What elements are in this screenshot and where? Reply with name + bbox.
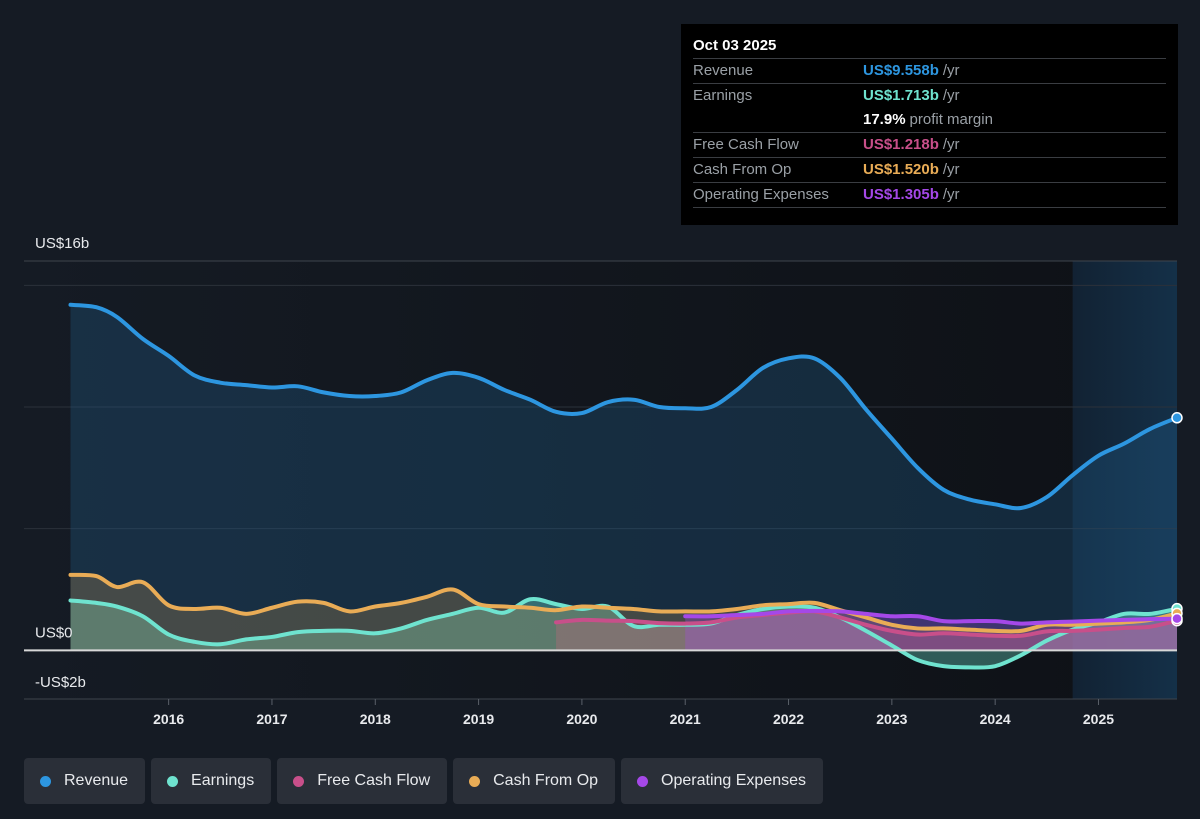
line-revenue [68, 302, 1179, 511]
tooltip-unit: /yr [942, 186, 960, 203]
legend-label: Revenue [64, 772, 129, 789]
tooltip-value: US$1.713b [863, 87, 939, 104]
tooltip-value: US$1.520b [863, 161, 939, 178]
tooltip-unit: profit margin [909, 111, 993, 128]
y-tick-label: -US$2b [35, 674, 86, 691]
legend-dot-icon [293, 775, 305, 787]
legend-item-free-cash-flow[interactable]: Free Cash Flow [277, 758, 448, 804]
tooltip-row-free-cash-flow: Free Cash Flow US$1.218b /yr [693, 133, 1166, 158]
legend-item-earnings[interactable]: Earnings [151, 758, 272, 804]
legend: Revenue Earnings Free Cash Flow Cash Fro… [24, 758, 824, 804]
area-operating-expenses [685, 610, 1177, 651]
tooltip-label: Earnings [693, 87, 753, 104]
line-operating-expenses [683, 608, 1179, 626]
x-tick-label: 2021 [670, 711, 701, 727]
tooltip-date: Oct 03 2025 [693, 34, 1166, 59]
tooltip-label: Cash From Op [693, 161, 792, 178]
x-tick-label: 2023 [876, 711, 907, 727]
tooltip-value: 17.9% [863, 111, 906, 128]
x-tick-label: 2017 [256, 711, 287, 727]
x-tick-label: 2020 [566, 711, 597, 727]
area-revenue [70, 304, 1177, 651]
tooltip-unit: /yr [942, 62, 960, 79]
tooltip-value: US$1.218b [863, 136, 939, 153]
x-tick-label: 2022 [773, 711, 804, 727]
legend-item-operating-expenses[interactable]: Operating Expenses [621, 758, 824, 804]
endpoint-revenue [1171, 412, 1183, 424]
tooltip-unit: /yr [942, 161, 960, 178]
x-tick-label: 2018 [360, 711, 391, 727]
y-tick-label: US$0 [35, 624, 73, 641]
legend-dot-icon [167, 775, 179, 787]
tooltip-unit: /yr [942, 87, 960, 104]
plot-background [24, 261, 1177, 699]
tooltip-row-revenue: Revenue US$9.558b /yr [693, 59, 1166, 84]
legend-label: Free Cash Flow [317, 772, 431, 789]
legend-label: Cash From Op [493, 772, 599, 789]
tooltip-row-cash-from-op: Cash From Op US$1.520b /yr [693, 158, 1166, 183]
x-tick-label: 2016 [153, 711, 184, 727]
tooltip-label [693, 108, 863, 132]
tooltip-value: US$9.558b [863, 62, 939, 79]
tooltip-row-earnings: Earnings US$1.713b /yr [693, 84, 1166, 108]
legend-dot-icon [637, 775, 649, 787]
legend-dot-icon [469, 775, 481, 787]
line-earnings [68, 596, 1179, 670]
tooltip-label: Revenue [693, 62, 754, 79]
tooltip-value: US$1.305b [863, 186, 939, 203]
tooltip-label: Operating Expenses [693, 186, 829, 203]
legend-item-cash-from-op[interactable]: Cash From Op [453, 758, 616, 804]
legend-dot-icon [40, 775, 51, 787]
tooltip-row-operating-expenses: Operating Expenses US$1.305b /yr [693, 183, 1166, 208]
chart: US$16b US$0 -US$2b 2016 2017 2018 2019 2020 202… [24, 235, 1183, 727]
tooltip: Oct 03 2025 Revenue US$9.558b /yr Earnin… [681, 24, 1178, 225]
x-tick-label: 2025 [1083, 711, 1114, 727]
tooltip-row-profit-margin: 17.9% profit margin [693, 108, 1166, 133]
line-free-cash-flow [554, 609, 1179, 639]
endpoint-operating-expenses [1171, 612, 1183, 625]
x-tick-label: 2024 [980, 711, 1011, 727]
legend-item-revenue[interactable]: Revenue [24, 758, 146, 804]
tooltip-label: Free Cash Flow [693, 136, 799, 153]
tooltip-unit: /yr [942, 136, 960, 153]
y-tick-label: US$16b [35, 235, 89, 252]
x-tick-label: 2019 [463, 711, 494, 727]
legend-label: Operating Expenses [661, 772, 807, 789]
legend-label: Earnings [191, 772, 255, 789]
line-cash-from-op [68, 572, 1179, 634]
